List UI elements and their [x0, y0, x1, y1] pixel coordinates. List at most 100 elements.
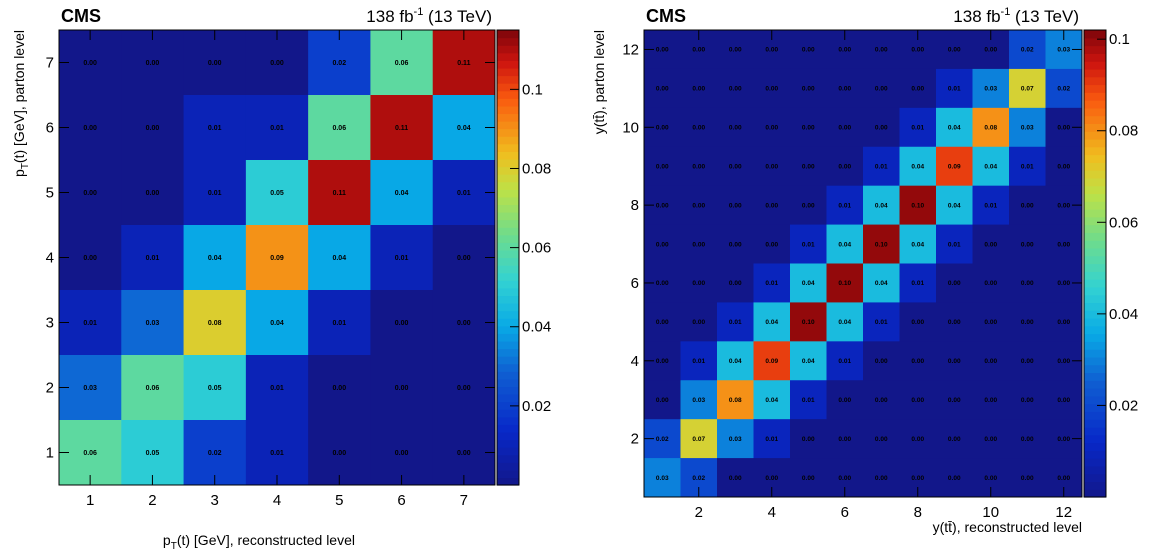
cell-value-label: 0.00: [948, 280, 961, 287]
colorbar-tick-label: 0.1: [1109, 31, 1130, 48]
colorbar-segment: [497, 242, 519, 251]
heatmap-cell: [790, 419, 827, 459]
cell-value-label: 0.00: [457, 320, 471, 327]
x-tick-label: 4: [273, 492, 281, 509]
cell-value-label: 0.00: [656, 47, 669, 54]
heatmap-cell: [826, 263, 864, 303]
cell-value-label: 0.01: [875, 319, 888, 326]
cell-value-label: 0.08: [984, 125, 997, 132]
heatmap-cell: [753, 263, 791, 303]
colorbar-tick-label: 0.06: [1109, 214, 1138, 231]
cell-value-label: 0.00: [1057, 280, 1070, 287]
cell-value-label: 0.04: [765, 319, 778, 326]
cell-value-label: 0.00: [1021, 319, 1034, 326]
colorbar-segment: [497, 462, 519, 471]
heatmap-cell: [717, 185, 754, 226]
heatmap-cell: [936, 68, 973, 109]
cell-value-label: 0.00: [1021, 475, 1034, 482]
cell-value-label: 0.01: [948, 86, 961, 93]
cell-value-label: 0.00: [729, 47, 742, 54]
heatmap-cell: [863, 263, 900, 303]
heatmap-cell: [245, 160, 309, 226]
heatmap-cell: [680, 419, 718, 459]
colorbar-segment: [1084, 100, 1106, 109]
colorbar-segment: [1084, 37, 1106, 47]
cell-value-label: 0.00: [984, 241, 997, 248]
cell-value-label: 0.00: [802, 436, 815, 443]
colorbar-segment: [1084, 419, 1106, 428]
colorbar-segment: [497, 30, 519, 39]
colorbar-segment: [497, 318, 519, 327]
heatmap-cell: [1009, 263, 1046, 303]
heatmap-cell: [1009, 380, 1046, 420]
y-tick-label: 10: [622, 119, 639, 136]
x-tick-label: 1: [86, 492, 94, 509]
cell-value-label: 0.10: [875, 241, 888, 248]
colorbar-segment: [497, 45, 519, 54]
heatmap-cell: [753, 224, 791, 264]
cell-value-label: 0.01: [83, 320, 97, 327]
heatmap-cell: [370, 30, 434, 96]
heatmap-cell: [972, 224, 1010, 264]
colorbar-segment: [497, 416, 519, 425]
heatmap-cell: [863, 419, 900, 459]
heatmap-cell: [936, 30, 973, 70]
heatmap-cell: [899, 68, 937, 109]
cell-value-label: 0.00: [692, 47, 705, 54]
colorbar-segment: [497, 454, 519, 463]
heatmap-cell: [717, 341, 754, 381]
heatmap-cell: [899, 263, 937, 303]
heatmap-cell: [863, 458, 900, 498]
cell-value-label: 0.09: [270, 255, 284, 262]
cell-value-label: 0.00: [692, 86, 705, 93]
colorbar-segment: [497, 196, 519, 206]
cell-value-label: 0.04: [729, 358, 742, 365]
heatmap-cell: [753, 68, 791, 109]
heatmap-cell: [370, 160, 434, 226]
cell-value-label: 0.04: [911, 163, 924, 170]
heatmap-cell: [972, 380, 1010, 420]
cell-value-label: 0.03: [1021, 125, 1034, 132]
cell-value-label: 0.00: [1021, 358, 1034, 365]
cell-value-label: 0.00: [395, 320, 409, 327]
heatmap-cell: [245, 355, 309, 421]
heatmap-cell: [936, 263, 973, 303]
cell-value-label: 0.00: [765, 125, 778, 132]
cell-value-label: 0.00: [802, 125, 815, 132]
colorbar-segment: [1084, 84, 1106, 93]
x-tick-label: 6: [397, 492, 405, 509]
heatmap-cell: [370, 290, 434, 356]
heatmap-cell: [863, 341, 900, 381]
cell-value-label: 0.00: [984, 358, 997, 365]
cell-value-label: 0.00: [457, 385, 471, 392]
heatmap-cell: [1009, 419, 1046, 459]
cell-value-label: 0.00: [875, 86, 888, 93]
cell-value-label: 0.00: [656, 202, 669, 209]
colorbar-segment: [1084, 131, 1106, 140]
colorbar-segment: [1084, 341, 1106, 350]
cell-value-label: 0.01: [802, 397, 815, 404]
heatmap-cell: [972, 146, 1010, 187]
heatmap-cell: [717, 419, 754, 459]
cell-value-label: 0.11: [333, 190, 346, 197]
colorbar-frame: [496, 29, 520, 486]
heatmap-cell: [899, 341, 937, 381]
heatmap-cell: [1009, 30, 1046, 70]
cell-value-label: 0.03: [656, 475, 669, 482]
heatmap-cell: [899, 146, 937, 187]
heatmap-cell: [183, 420, 247, 486]
heatmap-cell: [370, 95, 434, 161]
cell-value-label: 0.00: [395, 385, 409, 392]
colorbar-tick-label: 0.04: [1109, 306, 1138, 323]
x-axis-title: pT(t) [GeV], reconstructed level: [163, 532, 355, 552]
heatmap-cell: [863, 302, 900, 342]
cell-value-label: 0.01: [838, 358, 851, 365]
cell-value-label: 0.01: [802, 241, 815, 248]
heatmap-cell: [59, 355, 122, 421]
cell-value-label: 0.00: [656, 397, 669, 404]
cell-value-label: 0.01: [208, 190, 222, 197]
heatmap-cell: [899, 419, 937, 459]
colorbar-segment: [1084, 177, 1106, 187]
cell-value-label: 0.09: [948, 163, 961, 170]
colorbar-segment: [497, 439, 519, 448]
